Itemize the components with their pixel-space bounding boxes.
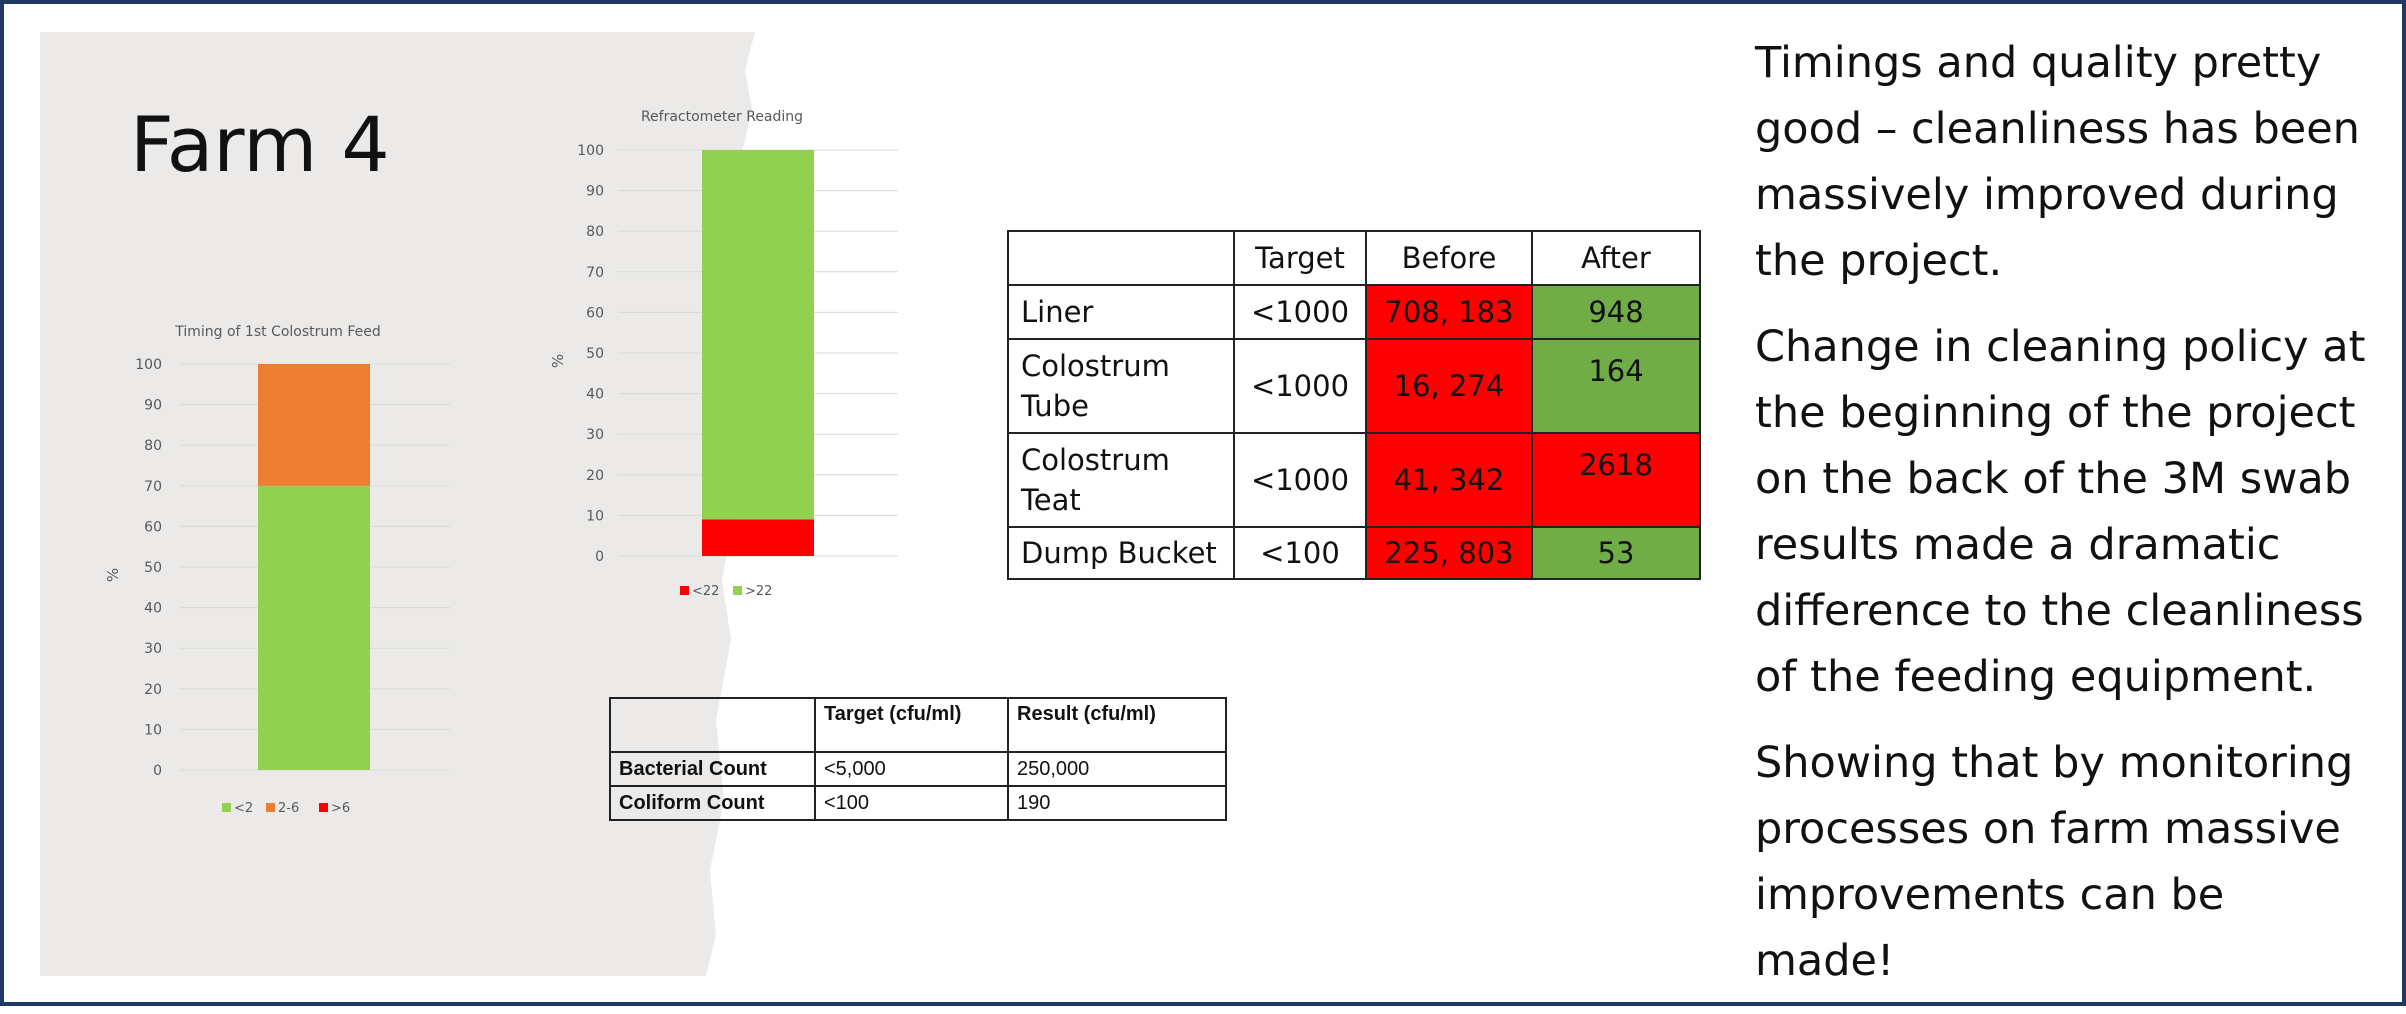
count-header-target: Target (cfu/ml): [814, 697, 1009, 753]
swab-header-after: After: [1531, 230, 1701, 286]
count-row-result: 190: [1007, 785, 1227, 821]
swab-row-after: 53: [1531, 526, 1701, 580]
swab-row-before: 708, 183: [1365, 284, 1533, 340]
y-tick-label: 30: [144, 641, 162, 657]
count-row-target: <5,000: [814, 751, 1009, 787]
y-tick-label: 20: [144, 682, 162, 698]
count-header-blank: [609, 697, 816, 753]
legend-label: >6: [331, 801, 350, 816]
bar-segment-2: [258, 485, 370, 770]
count-header-result: Result (cfu/ml): [1007, 697, 1227, 753]
y-tick-label: 10: [586, 508, 604, 524]
commentary-text: Timings and quality pretty good – cleanl…: [1755, 30, 2375, 1014]
y-tick-label: 50: [586, 346, 604, 362]
y-tick-label: 90: [144, 398, 162, 414]
slide-title: Farm 4: [130, 100, 390, 189]
swab-row-name: Colostrum Tube: [1007, 338, 1235, 434]
table-row: Bacterial Count <5,000 250,000: [609, 751, 1227, 787]
chart-title: Timing of 1st Colostrum Feed: [174, 324, 381, 340]
bar-segment-26: [258, 364, 370, 486]
y-tick-label: 100: [577, 143, 604, 159]
y-tick-label: 50: [144, 560, 162, 576]
y-tick-label: 0: [595, 549, 604, 565]
y-tick-label: 40: [144, 601, 162, 617]
count-row-target: <100: [814, 785, 1009, 821]
legend-swatch: [266, 803, 275, 812]
commentary-paragraph-3: Showing that by monitoring processes on …: [1755, 738, 2354, 986]
swab-results-table: Target Before After Liner <1000 708, 183…: [1007, 230, 1701, 580]
swab-row-after: 164: [1531, 338, 1701, 434]
swab-row-target: <1000: [1233, 284, 1367, 340]
table-row: Liner <1000 708, 183 948: [1007, 284, 1701, 340]
swab-header-target: Target: [1233, 230, 1367, 286]
swab-row-target: <1000: [1233, 432, 1367, 528]
count-row-name: Coliform Count: [609, 785, 816, 821]
legend-label: <2: [234, 801, 253, 816]
table-row: Colostrum Teat <1000 41, 342 2618: [1007, 432, 1701, 528]
legend-swatch: [680, 586, 689, 595]
y-tick-label: 30: [586, 427, 604, 443]
legend-swatch: [319, 803, 328, 812]
chart-title: Refractometer Reading: [641, 109, 803, 125]
swab-table-header-row: Target Before After: [1007, 230, 1701, 286]
count-row-result: 250,000: [1007, 751, 1227, 787]
commentary-paragraph-2: Change in cleaning policy at the beginni…: [1755, 322, 2366, 702]
y-tick-label: 70: [586, 265, 604, 281]
y-tick-label: 90: [586, 184, 604, 200]
y-axis-label: %: [104, 568, 122, 582]
y-tick-label: 0: [153, 763, 162, 779]
swab-header-before: Before: [1365, 230, 1533, 286]
count-row-name: Bacterial Count: [609, 751, 816, 787]
y-tick-label: 10: [144, 722, 162, 738]
swab-row-target: <1000: [1233, 338, 1367, 434]
table-row: Dump Bucket <100 225, 803 53: [1007, 526, 1701, 580]
legend-label: <22: [692, 584, 719, 599]
swab-row-target: <100: [1233, 526, 1367, 580]
y-tick-label: 20: [586, 468, 604, 484]
y-tick-label: 40: [586, 387, 604, 403]
count-table-header-row: Target (cfu/ml) Result (cfu/ml): [609, 697, 1227, 753]
swab-row-before: 225, 803: [1365, 526, 1533, 580]
y-tick-label: 80: [586, 224, 604, 240]
legend-swatch: [222, 803, 231, 812]
y-tick-label: 60: [586, 305, 604, 321]
legend-swatch: [733, 586, 742, 595]
swab-row-name: Liner: [1007, 284, 1235, 340]
swab-row-after: 2618: [1531, 432, 1701, 528]
commentary-paragraph-1: Timings and quality pretty good – cleanl…: [1755, 38, 2360, 286]
y-tick-label: 70: [144, 479, 162, 495]
table-row: Colostrum Tube <1000 16, 274 164: [1007, 338, 1701, 434]
legend-label: >22: [745, 584, 772, 599]
y-tick-label: 60: [144, 519, 162, 535]
swab-row-name: Dump Bucket: [1007, 526, 1235, 580]
swab-row-after: 948: [1531, 284, 1701, 340]
bacteria-count-table: Target (cfu/ml) Result (cfu/ml) Bacteria…: [609, 697, 1227, 821]
y-tick-label: 100: [135, 357, 162, 373]
swab-row-before: 41, 342: [1365, 432, 1533, 528]
bar-segment-22: [702, 519, 814, 556]
bar-segment-22: [702, 150, 814, 520]
swab-row-name: Colostrum Teat: [1007, 432, 1235, 528]
y-tick-label: 80: [144, 438, 162, 454]
swab-row-before: 16, 274: [1365, 338, 1533, 434]
swab-header-blank: [1007, 230, 1235, 286]
y-axis-label: %: [549, 354, 567, 368]
table-row: Coliform Count <100 190: [609, 785, 1227, 821]
legend-label: 2-6: [278, 801, 299, 816]
